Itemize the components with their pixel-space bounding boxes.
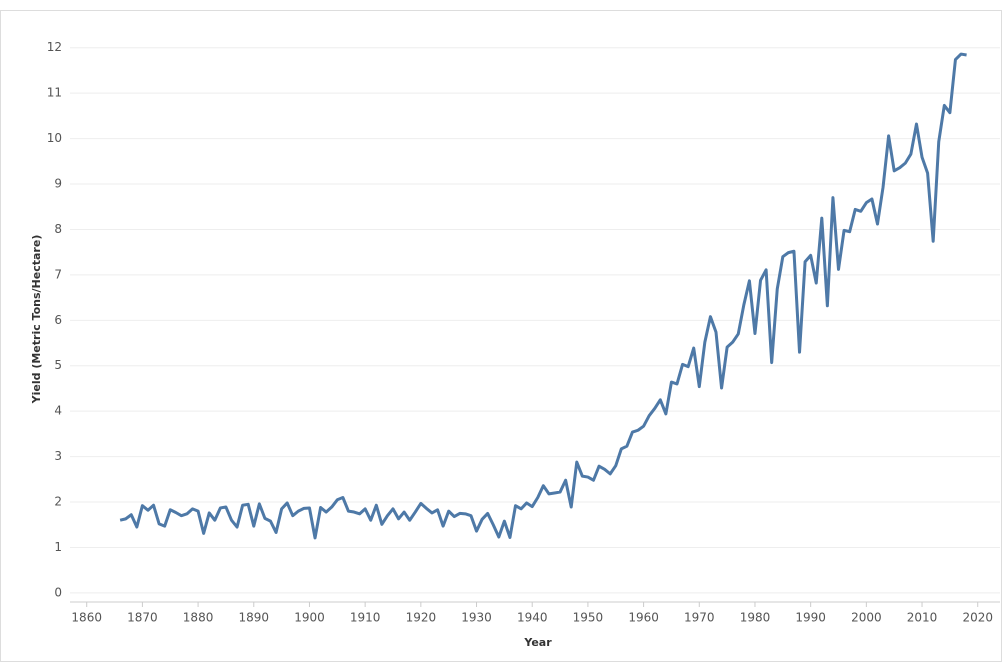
x-tick-label: 1910 [350, 611, 381, 625]
y-tick-label: 1 [54, 540, 62, 554]
x-tick-label: 2020 [962, 611, 993, 625]
x-tick-label: 1960 [628, 611, 659, 625]
y-tick-label: 0 [54, 585, 62, 599]
y-tick-label: 4 [54, 404, 62, 418]
y-tick-label: 10 [47, 131, 62, 145]
y-tick-label: 5 [54, 358, 62, 372]
y-tick-label: 3 [54, 449, 62, 463]
y-tick-label: 7 [54, 267, 62, 281]
x-tick-label: 1970 [684, 611, 715, 625]
x-tick-label: 1900 [294, 611, 325, 625]
x-tick-label: 2000 [851, 611, 882, 625]
y-tick-label: 6 [54, 313, 62, 327]
y-tick-label: 9 [54, 177, 62, 191]
x-tick-label: 1940 [517, 611, 548, 625]
x-tick-label: 1980 [740, 611, 771, 625]
y-axis-title: Yield (Metric Tons/Hectare) [30, 235, 43, 405]
y-tick-label: 2 [54, 495, 62, 509]
x-tick-label: 1860 [71, 611, 102, 625]
y-tick-label: 12 [47, 40, 62, 54]
x-tick-label: 1990 [795, 611, 826, 625]
x-tick-label: 1950 [573, 611, 604, 625]
x-tick-label: 1930 [461, 611, 492, 625]
y-tick-label: 8 [54, 222, 62, 236]
x-tick-label: 1880 [183, 611, 214, 625]
x-axis-title: Year [523, 636, 552, 649]
line [119, 52, 967, 540]
x-tick-label: 1920 [406, 611, 437, 625]
x-tick-label: 2010 [907, 611, 938, 625]
x-tick-label: 1870 [127, 611, 158, 625]
y-tick-label: 11 [47, 86, 62, 100]
frame [0, 10, 1002, 662]
x-tick-label: 1890 [238, 611, 269, 625]
